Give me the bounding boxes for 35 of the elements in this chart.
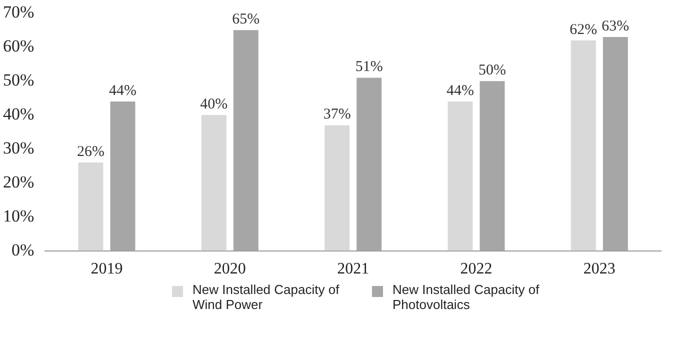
data-label: 26% <box>76 144 104 160</box>
bar <box>78 162 104 251</box>
y-tick-label: 40% <box>2 104 34 124</box>
x-tick-label: 2023 <box>583 260 616 278</box>
y-tick-label: 20% <box>2 172 34 192</box>
x-tick-label: 2019 <box>90 260 123 278</box>
x-tick-label: 2021 <box>337 260 370 278</box>
data-label: 65% <box>232 12 260 28</box>
y-tick-label: 10% <box>2 206 34 226</box>
bar <box>233 30 258 251</box>
data-label: 37% <box>323 106 351 123</box>
y-tick-label: 50% <box>2 70 34 90</box>
bar <box>570 40 596 251</box>
bar <box>324 125 350 251</box>
data-label: 63% <box>602 18 630 34</box>
bar <box>201 115 226 251</box>
data-label: 44% <box>109 82 137 99</box>
bar <box>480 81 505 251</box>
data-label: 62% <box>570 22 598 38</box>
y-tick-label: 60% <box>2 36 34 56</box>
y-tick-label: 0% <box>11 240 34 260</box>
data-label: 51% <box>355 59 383 76</box>
data-label: 50% <box>478 62 506 79</box>
bar <box>356 78 382 251</box>
x-tick-label: 2022 <box>460 260 492 278</box>
x-tick-label: 2020 <box>214 260 246 278</box>
bar <box>448 101 473 251</box>
legend-label: New Installed Capacity of Wind Power <box>192 282 340 312</box>
bar <box>110 101 136 251</box>
data-label: 44% <box>446 82 474 99</box>
bar <box>602 36 628 251</box>
y-tick-label: 70% <box>2 2 34 22</box>
legend-label: New Installed Capacity of Photovoltaics <box>392 282 540 312</box>
data-label: 40% <box>200 96 228 112</box>
y-tick-label: 30% <box>2 138 34 158</box>
